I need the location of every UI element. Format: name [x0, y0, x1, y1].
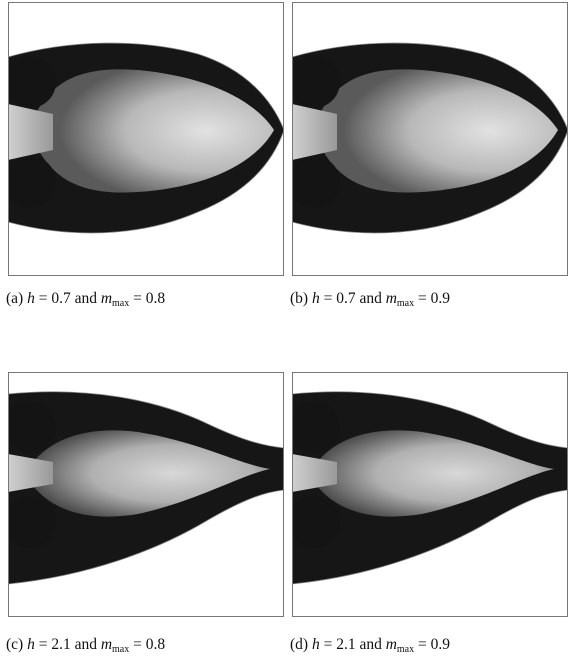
caption-label: (c) [6, 636, 24, 653]
symbol-m: m [385, 290, 397, 307]
subscript-max: max [112, 644, 130, 655]
m-value: = 0.8 [133, 636, 166, 653]
caption: (a) h = 0.7 and mmax = 0.8 [6, 290, 165, 309]
h-value: = 0.7 and [323, 290, 382, 307]
caption-label: (a) [6, 290, 24, 307]
panel-c-image [4, 372, 284, 617]
caption: (d) h = 2.1 and mmax = 0.9 [290, 636, 450, 655]
symbol-h: h [27, 290, 35, 307]
caption-label: (d) [290, 636, 309, 653]
h-value: = 0.7 and [38, 290, 97, 307]
caption: (b) h = 0.7 and mmax = 0.9 [290, 290, 450, 309]
m-value: = 0.9 [418, 290, 450, 307]
caption-label: (b) [290, 290, 309, 307]
panel-b-image [288, 2, 568, 276]
symbol-h: h [311, 636, 320, 653]
subscript-max: max [112, 298, 130, 309]
m-value: = 0.9 [418, 636, 450, 653]
symbol-h: h [27, 636, 35, 653]
symbol-m: m [100, 636, 113, 653]
panel-d-image [288, 372, 568, 617]
subscript-max: max [396, 298, 415, 309]
caption: (c) h = 2.1 and mmax = 0.8 [6, 636, 165, 655]
h-value: = 2.1 and [38, 636, 97, 653]
m-value: = 0.8 [133, 290, 166, 307]
symbol-h: h [311, 290, 320, 307]
symbol-m: m [385, 636, 397, 653]
panel-a-image [4, 2, 284, 276]
subscript-max: max [396, 644, 415, 655]
symbol-m: m [100, 290, 113, 307]
h-value: = 2.1 and [323, 636, 382, 653]
